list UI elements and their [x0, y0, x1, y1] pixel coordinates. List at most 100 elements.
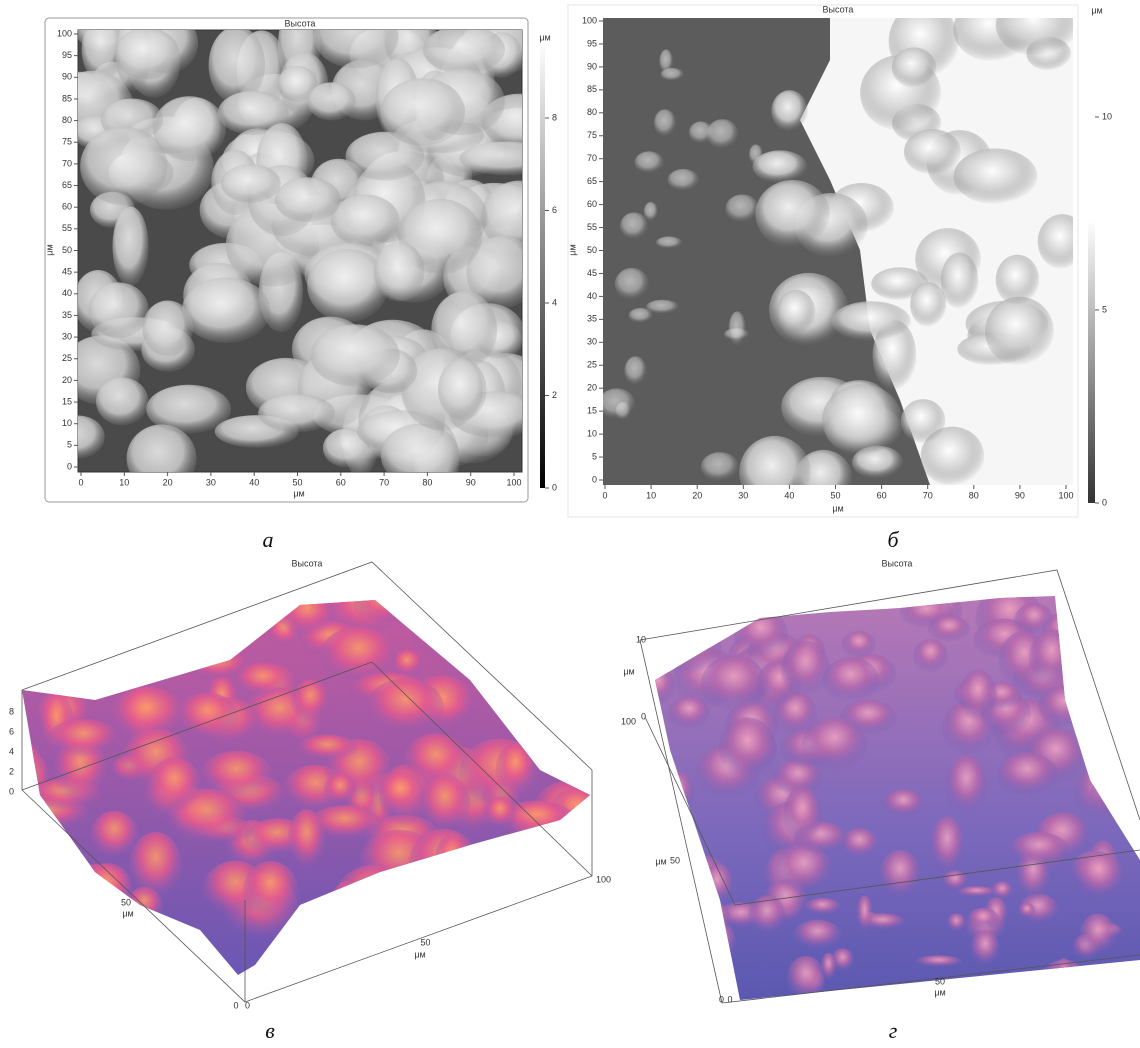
y-tick-label: 10: [587, 428, 597, 438]
peak: [291, 679, 329, 725]
peak: [419, 774, 471, 837]
grain: [729, 311, 746, 346]
grain: [892, 47, 936, 87]
grain: [88, 282, 148, 338]
peak: [472, 635, 542, 686]
x-tick-label: 0: [602, 490, 607, 500]
grain: [598, 388, 636, 418]
grain: [910, 282, 946, 327]
grain: [620, 212, 648, 239]
peak: [1008, 832, 1068, 868]
peak: [410, 600, 477, 664]
peak: [655, 623, 722, 677]
grain: [146, 385, 231, 434]
peak: [856, 895, 873, 935]
x-axis-label: μм: [934, 987, 945, 997]
peak: [497, 591, 543, 641]
tick-label: 50: [121, 897, 131, 907]
y-tick-label: 75: [62, 137, 72, 147]
y-tick-label: 20: [587, 383, 597, 393]
y-axis-label: μм: [567, 244, 577, 255]
tick-label: 0: [233, 1000, 238, 1010]
y-tick-label: 60: [587, 199, 597, 209]
peak: [243, 861, 299, 921]
peak: [557, 631, 602, 698]
peak: [1038, 686, 1091, 730]
grain: [739, 436, 810, 509]
grain: [661, 68, 684, 81]
figure: Высота0102030405060708090100051015202530…: [0, 0, 1140, 1043]
grain: [706, 119, 738, 149]
peak: [1074, 764, 1129, 822]
grain: [112, 207, 148, 286]
peak: [1053, 958, 1075, 1005]
peak: [47, 719, 119, 760]
peak: [547, 717, 605, 747]
tick-label: 10: [636, 634, 646, 644]
peak: [882, 789, 924, 818]
grain: [771, 90, 807, 132]
peak: [543, 579, 582, 645]
y-axis-label: μм: [655, 856, 666, 866]
grain: [725, 194, 759, 222]
peak: [483, 797, 516, 831]
y-tick-label: 75: [587, 130, 597, 140]
peak: [1079, 914, 1116, 958]
peak: [719, 718, 776, 781]
tick-label: 8: [9, 706, 14, 716]
tick-label: 0: [727, 994, 732, 1004]
y-tick-label: 35: [62, 310, 72, 320]
tick-label: 50: [421, 937, 431, 947]
peak: [930, 817, 965, 878]
y-tick-label: 25: [587, 360, 597, 370]
x-tick-label: 30: [738, 490, 748, 500]
peak: [46, 596, 100, 665]
grain: [954, 149, 1038, 205]
grain: [629, 308, 653, 323]
peak: [0, 816, 52, 852]
grain: [258, 394, 335, 432]
grain: [182, 277, 270, 342]
peak: [13, 645, 47, 693]
peak: [297, 735, 358, 763]
colorbar: [540, 40, 545, 488]
peak: [148, 757, 202, 815]
y-tick-label: 80: [587, 107, 597, 117]
grain: [985, 297, 1054, 366]
y-tick-label: 70: [62, 158, 72, 168]
peak: [324, 773, 357, 807]
x-axis-label: μм: [293, 488, 304, 498]
y-tick-label: 10: [62, 418, 72, 428]
x-tick-label: 60: [336, 477, 346, 487]
y-tick-label: 65: [587, 176, 597, 186]
peak: [804, 898, 842, 916]
peak: [734, 609, 789, 660]
peak: [335, 865, 410, 932]
x-tick-label: 80: [969, 490, 979, 500]
x-tick-label: 40: [249, 477, 259, 487]
peak: [140, 590, 215, 637]
y-tick-label: 40: [587, 291, 597, 301]
peak: [628, 809, 674, 852]
grain: [901, 399, 946, 443]
y-tick-label: 35: [587, 314, 597, 324]
grain: [656, 236, 682, 248]
peak: [822, 657, 879, 705]
y-tick-label: 50: [62, 245, 72, 255]
peak: [176, 693, 238, 743]
peak: [879, 850, 921, 901]
peak: [781, 641, 830, 699]
x-tick-label: 30: [206, 477, 216, 487]
grain: [275, 177, 341, 222]
tick-label: 50: [935, 976, 945, 986]
peak: [1093, 575, 1140, 629]
colorbar-tick-label: 0: [552, 482, 557, 492]
y-tick-label: 40: [62, 288, 72, 298]
y-tick-label: 0: [592, 474, 597, 484]
tick-label: 100: [596, 874, 611, 884]
panel-title: Высота: [285, 18, 316, 28]
grain: [331, 195, 400, 247]
peak: [200, 751, 274, 801]
tick-label: 4: [9, 746, 14, 756]
x-tick-label: 50: [830, 490, 840, 500]
